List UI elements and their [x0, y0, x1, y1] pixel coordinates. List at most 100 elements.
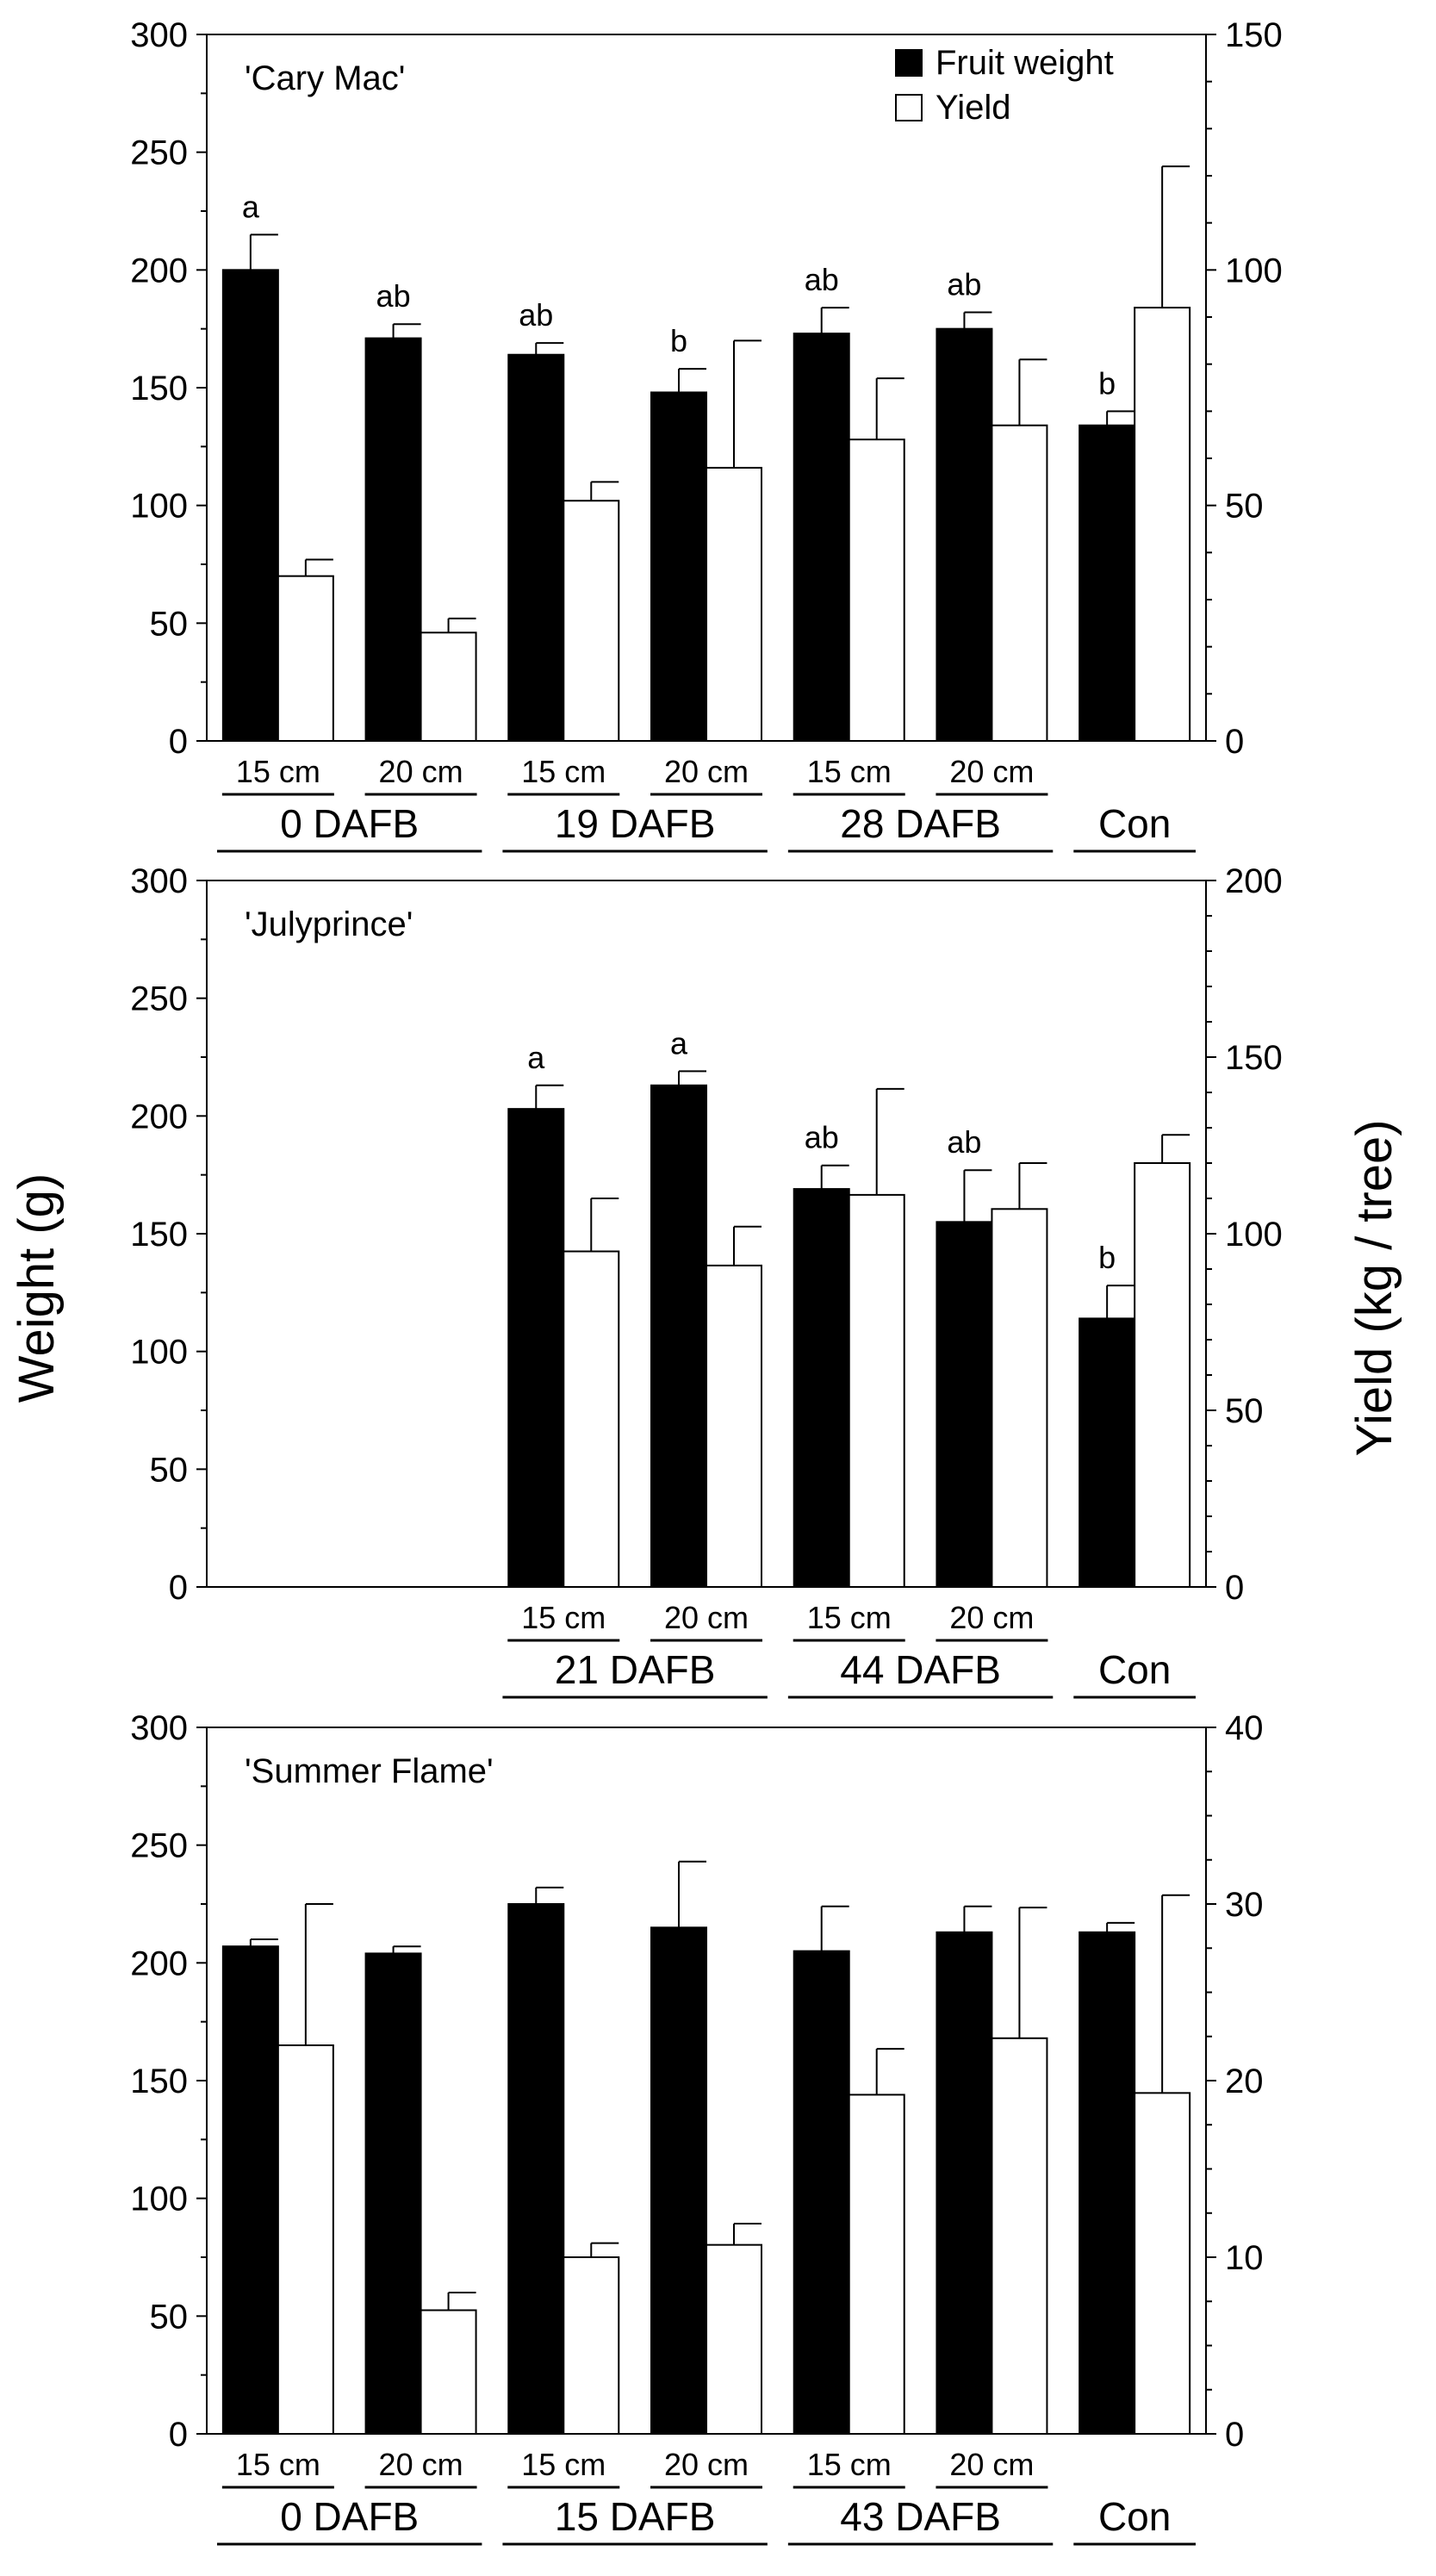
y-tick-label: 200 — [130, 252, 188, 289]
legend-swatch-yield — [895, 94, 923, 121]
y-tick-label: 100 — [130, 488, 188, 526]
bar-fruit-weight — [1079, 1931, 1136, 2436]
significance-label: ab — [805, 262, 839, 297]
y-tick-label: 300 — [130, 16, 188, 54]
bar-yield — [1134, 2092, 1191, 2436]
significance-label: ab — [519, 297, 553, 333]
y-tick-label: 150 — [130, 1216, 188, 1254]
category-label: 20 cm — [664, 2447, 749, 2482]
group-label: 0 DAFB — [280, 801, 419, 846]
group-label: Con — [1098, 1647, 1171, 1692]
bar-yield — [706, 466, 762, 743]
y-tick-label: 200 — [130, 1944, 188, 1982]
category-label: 15 cm — [521, 2447, 606, 2482]
category-label: 20 cm — [949, 754, 1034, 789]
bar-yield — [848, 439, 905, 742]
group-label: Con — [1098, 801, 1171, 846]
bar-yield — [277, 2044, 334, 2435]
category-label: 20 cm — [664, 1600, 749, 1635]
y2-tick-label: 100 — [1225, 1216, 1283, 1254]
y2-tick-label: 150 — [1225, 1039, 1283, 1077]
significance-label: a — [527, 1040, 545, 1075]
y-tick-label: 100 — [130, 1334, 188, 1372]
y2-tick-label: 20 — [1225, 2063, 1264, 2100]
bar-fruit-weight — [650, 1084, 707, 1589]
category-label: 15 cm — [236, 754, 320, 789]
group-label: 19 DAFB — [555, 801, 716, 846]
y-tick-label: 50 — [150, 1451, 189, 1489]
y-tick-label: 100 — [130, 2181, 188, 2218]
bar-fruit-weight — [221, 269, 279, 743]
y2-tick-label: 40 — [1225, 1709, 1264, 1747]
bar-yield — [991, 2037, 1048, 2436]
y-tick-label: 250 — [130, 134, 188, 172]
bar-yield — [991, 1208, 1048, 1589]
significance-label: b — [1098, 1240, 1116, 1275]
y-tick-label: 0 — [169, 2416, 188, 2454]
bar-yield — [706, 2243, 762, 2435]
panel-title: 'Cary Mac' — [245, 59, 405, 97]
panel-title: 'Julyprince' — [245, 905, 413, 943]
bar-yield — [420, 632, 477, 742]
bar-fruit-weight — [1079, 424, 1136, 742]
category-label: 15 cm — [521, 754, 606, 789]
y2-tick-label: 0 — [1225, 723, 1244, 761]
bar-fruit-weight — [364, 337, 422, 742]
bar-fruit-weight — [936, 1221, 993, 1589]
bar-yield — [563, 1250, 620, 1588]
group-label: 43 DAFB — [840, 2494, 1001, 2539]
bar-fruit-weight — [650, 1926, 707, 2435]
group-label: 28 DAFB — [840, 801, 1001, 846]
right-axis-label: Yield (kg / tree) — [1346, 1119, 1402, 1456]
group-label: 44 DAFB — [840, 1647, 1001, 1692]
bar-fruit-weight — [793, 1950, 850, 2436]
bar-fruit-weight — [793, 1188, 850, 1588]
bar-yield — [848, 1193, 905, 1589]
y-tick-label: 200 — [130, 1098, 188, 1136]
bar-yield — [420, 2309, 477, 2435]
category-label: 15 cm — [236, 2447, 320, 2482]
category-label: 15 cm — [807, 1600, 892, 1635]
category-label: 20 cm — [664, 754, 749, 789]
y-tick-label: 50 — [150, 2298, 189, 2336]
significance-label: ab — [805, 1120, 839, 1155]
bar-yield — [1134, 307, 1191, 742]
bar-fruit-weight — [936, 327, 993, 742]
bar-fruit-weight — [507, 1108, 565, 1588]
y2-tick-label: 150 — [1225, 16, 1283, 54]
significance-label: b — [670, 323, 687, 358]
bar-fruit-weight — [507, 1903, 565, 2435]
y2-tick-label: 100 — [1225, 252, 1283, 289]
bar-fruit-weight — [1079, 1317, 1136, 1589]
bar-fruit-weight — [364, 1952, 422, 2435]
y-tick-label: 150 — [130, 370, 188, 408]
significance-label: ab — [947, 1124, 981, 1160]
y-tick-label: 250 — [130, 1827, 188, 1865]
bar-yield — [1134, 1162, 1191, 1588]
category-label: 20 cm — [379, 2447, 463, 2482]
group-label: Con — [1098, 2494, 1171, 2539]
bar-fruit-weight — [793, 333, 850, 742]
group-label: 0 DAFB — [280, 2494, 419, 2539]
y2-tick-label: 10 — [1225, 2239, 1264, 2277]
bar-fruit-weight — [650, 391, 707, 742]
panel-title: 'Summer Flame' — [245, 1752, 494, 1790]
y-tick-label: 0 — [169, 723, 188, 761]
legend-label-yield: Yield — [936, 89, 1010, 127]
significance-label: b — [1098, 365, 1116, 401]
y-tick-label: 150 — [130, 2063, 188, 2100]
y-tick-label: 50 — [150, 605, 189, 643]
legend-label-fruit-weight: Fruit weight — [936, 44, 1114, 82]
y-tick-label: 300 — [130, 1709, 188, 1747]
bar-fruit-weight — [221, 1945, 279, 2435]
bar-yield — [848, 2094, 905, 2435]
legend-swatch-fruit-weight — [895, 49, 923, 77]
category-label: 20 cm — [379, 754, 463, 789]
y2-tick-label: 30 — [1225, 1886, 1264, 1924]
y-tick-label: 250 — [130, 980, 188, 1018]
bar-yield — [563, 500, 620, 742]
left-axis-label: Weight (g) — [9, 1173, 65, 1403]
y-tick-label: 0 — [169, 1569, 188, 1607]
significance-label: a — [670, 1025, 688, 1061]
group-label: 21 DAFB — [555, 1647, 716, 1692]
